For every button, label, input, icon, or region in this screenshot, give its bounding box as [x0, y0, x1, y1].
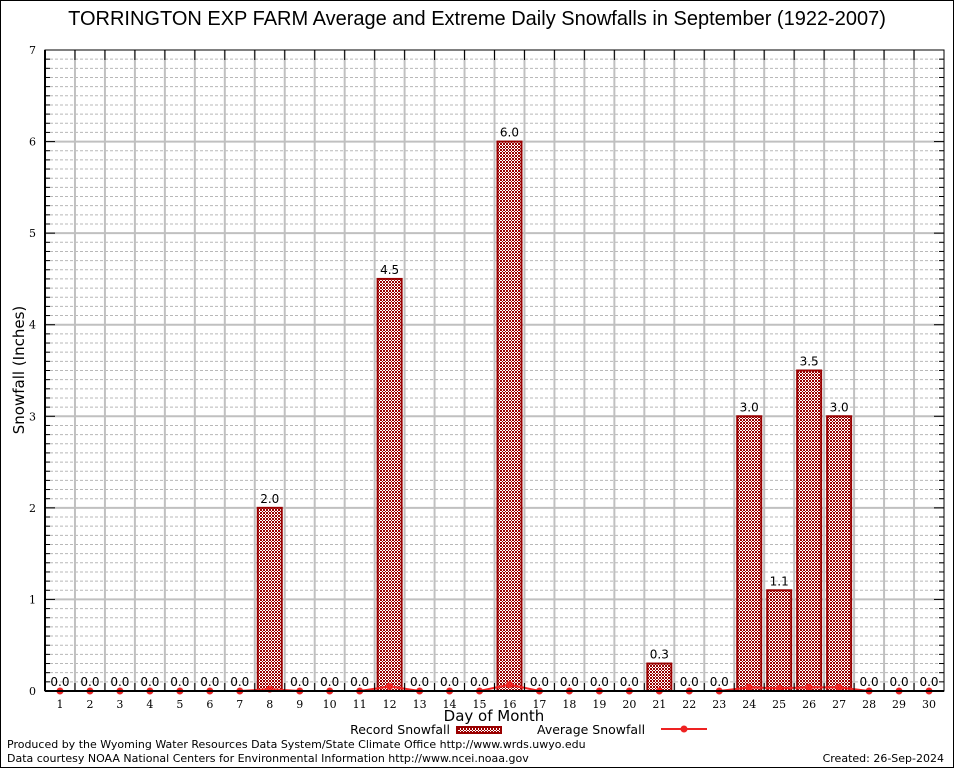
bar-value-label: 3.0	[830, 400, 849, 414]
bar-value-label: 0.0	[890, 675, 909, 689]
bar-value-label: 0.0	[140, 675, 159, 689]
legend-marker-average	[680, 725, 688, 733]
record-bars	[256, 140, 853, 693]
bar-value-label: 0.0	[710, 675, 729, 689]
bar-value-label: 0.0	[860, 675, 879, 689]
legend-label-average: Average Snowfall	[537, 722, 645, 737]
x-tick-label: 6	[206, 698, 213, 711]
bar-value-label: 0.0	[230, 675, 249, 689]
y-tick-label: 0	[29, 685, 36, 698]
major-gridlines	[45, 50, 944, 691]
credit-line-2: Data courtesy NOAA National Centers for …	[7, 752, 529, 765]
x-tick-label: 17	[532, 698, 546, 711]
x-tick-label: 2	[86, 698, 93, 711]
x-tick-label: 23	[712, 698, 726, 711]
x-tick-label: 19	[592, 698, 606, 711]
bar-value-label: 4.5	[380, 263, 399, 277]
x-tick-label: 16	[502, 698, 516, 711]
bar-value-label: 2.0	[260, 492, 279, 506]
x-tick-label: 10	[323, 698, 337, 711]
bar-value-label: 0.0	[350, 675, 369, 689]
bar-value-label: 0.0	[470, 675, 489, 689]
bar-value-label: 0.0	[200, 675, 219, 689]
record-bar	[766, 589, 793, 692]
record-bar	[796, 369, 823, 692]
y-tick-label: 5	[29, 227, 36, 240]
x-tick-label: 20	[622, 698, 636, 711]
x-tick-label: 27	[832, 698, 846, 711]
bar-value-label: 0.0	[560, 675, 579, 689]
y-tick-label: 3	[29, 410, 36, 423]
bar-value-label: 0.0	[530, 675, 549, 689]
average-point	[505, 681, 513, 689]
x-tick-label: 12	[383, 698, 397, 711]
record-bar	[826, 415, 853, 692]
bar-value-label: 0.0	[80, 675, 99, 689]
axes	[44, 49, 945, 692]
x-tick-label: 24	[742, 698, 756, 711]
record-bar	[736, 415, 763, 692]
bar-value-label: 0.0	[919, 675, 938, 689]
created-date: Created: 26-Sep-2024	[822, 752, 944, 765]
bar-value-label: 0.0	[590, 675, 609, 689]
record-bar	[496, 140, 523, 693]
bar-value-label: 0.0	[320, 675, 339, 689]
x-tick-label: 26	[802, 698, 816, 711]
x-tick-label: 15	[473, 698, 487, 711]
bar-value-label: 3.5	[800, 355, 819, 369]
x-tick-label: 25	[772, 698, 786, 711]
y-axis-label: Snowfall (Inches)	[10, 306, 28, 434]
bar-value-label: 0.0	[290, 675, 309, 689]
bar-value-label: 3.0	[740, 400, 759, 414]
x-tick-label: 4	[146, 698, 153, 711]
x-axis-label: Day of Month	[444, 707, 545, 725]
x-tick-label: 14	[443, 698, 457, 711]
y-tick-label: 7	[29, 44, 36, 57]
bar-value-label: 0.0	[110, 675, 129, 689]
bar-value-label: 0.0	[680, 675, 699, 689]
bar-value-label: 0.0	[440, 675, 459, 689]
bar-value-label: 0.0	[620, 675, 639, 689]
y-tick-label: 2	[29, 502, 36, 515]
average-point	[745, 683, 753, 691]
average-point	[386, 682, 394, 690]
legend-swatch-record	[456, 726, 502, 734]
bar-value-label: 1.1	[770, 574, 789, 588]
chart-title: TORRINGTON EXP FARM Average and Extreme …	[68, 8, 886, 30]
bar-value-label: 6.0	[500, 126, 519, 140]
credit-line-1: Produced by the Wyoming Water Resources …	[7, 738, 586, 751]
x-tick-label: 28	[862, 698, 876, 711]
x-tick-label: 1	[56, 698, 63, 711]
x-tick-label: 29	[892, 698, 906, 711]
x-tick-label: 21	[652, 698, 666, 711]
y-tick-label: 4	[29, 319, 36, 332]
record-bar	[256, 506, 283, 692]
x-tick-label: 5	[176, 698, 183, 711]
x-tick-label: 8	[266, 698, 273, 711]
record-bar	[376, 277, 403, 692]
average-point	[835, 683, 843, 691]
x-tick-label: 11	[353, 698, 367, 711]
data-labels: 0.0 0.0 0.0 0.0 0.0 0.0 0.0 2.0 0.0 0.0 0.0 4.5 0.0 0…	[50, 126, 938, 689]
average-point	[805, 683, 813, 691]
legend-label-record: Record Snowfall	[350, 722, 450, 737]
record-bar	[646, 662, 673, 692]
x-tick-label: 22	[682, 698, 696, 711]
x-tick-label: 3	[116, 698, 123, 711]
x-tick-label: 18	[562, 698, 576, 711]
bar-value-label: 0.0	[410, 675, 429, 689]
y-tick-label: 6	[29, 136, 36, 149]
bar-value-label: 0.0	[50, 675, 69, 689]
x-tick-label: 13	[413, 698, 427, 711]
x-tick-label: 30	[922, 698, 936, 711]
y-tick-label: 1	[29, 593, 36, 606]
bar-value-label: 0.3	[650, 648, 669, 662]
x-tick-label: 9	[296, 698, 303, 711]
bar-value-label: 0.0	[170, 675, 189, 689]
x-tick-label: 7	[236, 698, 243, 711]
legend: Record Snowfall Average Snowfall	[350, 722, 707, 737]
